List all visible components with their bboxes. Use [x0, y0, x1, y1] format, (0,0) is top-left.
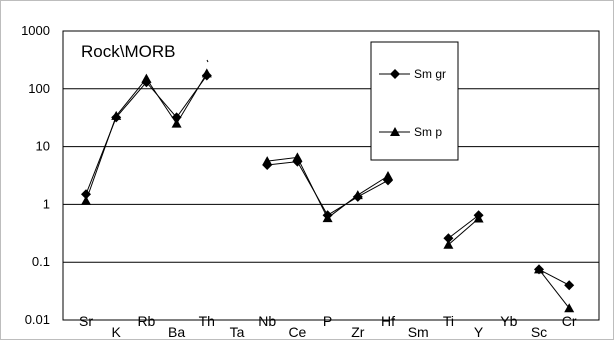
data-point-triangle — [322, 213, 333, 223]
data-point-diamond — [443, 233, 454, 244]
data-point-triangle — [443, 239, 454, 249]
data-point-triangle — [171, 118, 182, 128]
y-tick-label: 100 — [28, 81, 50, 96]
x-tick-label: Nb — [258, 313, 276, 329]
x-tick-label: Cr — [562, 313, 577, 329]
x-tick-label: Sc — [531, 324, 547, 340]
series-layer — [81, 68, 575, 313]
legend-marker-triangle — [390, 127, 400, 136]
series-line — [538, 269, 570, 309]
series-line — [448, 218, 479, 246]
data-point-triangle — [81, 195, 91, 205]
x-tick-label: Zr — [351, 324, 365, 340]
x-tick-label: Hf — [381, 313, 395, 329]
x-tick-label: K — [112, 324, 122, 340]
x-tick-label: P — [323, 313, 332, 329]
series-2 — [81, 68, 575, 313]
legend-marker-diamond — [390, 69, 400, 79]
legend: Sm gr Sm p — [370, 41, 459, 161]
y-axis-ticks: 0.01 0.1 1 10 100 1000 — [21, 23, 50, 327]
x-tick-label: Ti — [443, 313, 454, 329]
x-tick-label: Th — [199, 313, 215, 329]
legend-label: Sm p — [414, 125, 442, 139]
data-point-diamond — [564, 280, 575, 291]
data-point-triangle — [534, 264, 544, 274]
plot-area — [62, 30, 600, 321]
data-point-triangle — [473, 213, 484, 223]
data-point-diamond — [81, 189, 91, 200]
y-tick-label: 0.1 — [32, 254, 50, 269]
series-line — [448, 214, 479, 239]
series-line — [538, 268, 570, 286]
data-point-triangle — [141, 73, 152, 83]
y-tick-label: 1 — [43, 196, 50, 211]
x-tick-label: Yb — [500, 313, 517, 329]
data-point-triangle — [352, 190, 363, 200]
data-point-triangle — [201, 68, 212, 78]
legend-box — [370, 41, 459, 161]
x-tick-label: Ce — [288, 324, 306, 340]
data-point-triangle — [262, 156, 273, 166]
y-tick-label: 1000 — [21, 23, 50, 38]
chart-title: Rock\MORB — [81, 42, 175, 61]
x-tick-label: Y — [474, 324, 484, 340]
stray-mark — [206, 59, 209, 63]
x-tick-label: Sr — [79, 313, 93, 329]
gridlines — [63, 88, 599, 263]
data-point-triangle — [111, 110, 122, 120]
data-point-triangle — [292, 152, 303, 162]
y-tick-label: 0.01 — [25, 312, 50, 327]
x-tick-label: Sm — [408, 324, 429, 340]
data-point-triangle — [383, 170, 393, 180]
x-tick-label: Ba — [168, 324, 185, 340]
x-axis-ticks: Sr K Rb Ba Th Ta Nb Ce P Zr Hf Sm Ti Y Yb Sc Cr — [79, 313, 577, 340]
x-tick-label: Ta — [230, 324, 245, 340]
data-point-triangle — [564, 303, 575, 313]
y-tick-label: 10 — [36, 139, 50, 154]
legend-label: Sm gr — [414, 67, 446, 81]
x-tick-label: Rb — [137, 313, 155, 329]
